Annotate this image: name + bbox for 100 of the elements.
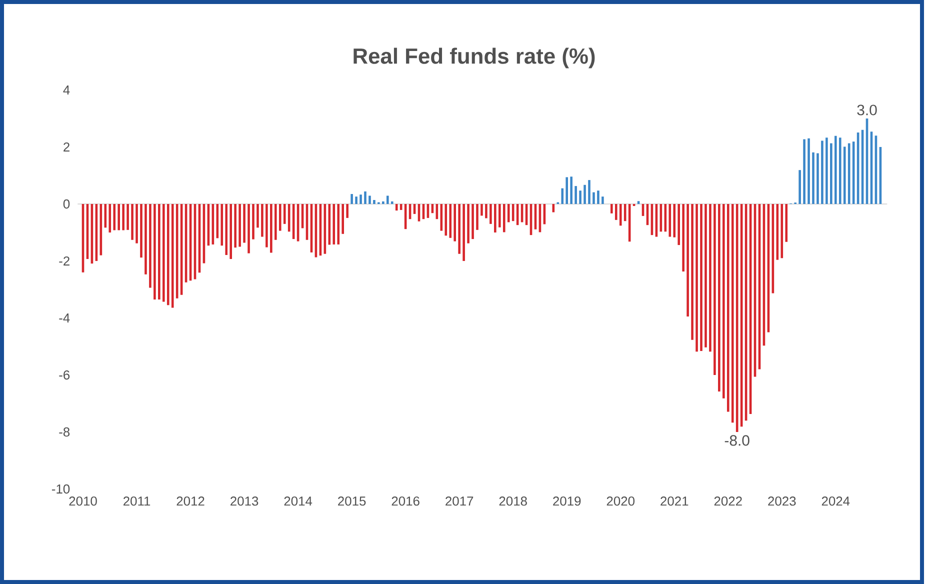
bar xyxy=(834,136,837,204)
bar xyxy=(166,204,170,306)
bar xyxy=(230,204,232,259)
bar xyxy=(140,204,142,258)
bar xyxy=(256,204,259,228)
bar xyxy=(386,196,389,204)
bar xyxy=(485,204,488,218)
bar xyxy=(566,177,568,204)
bar xyxy=(390,201,394,204)
y-tick-label: 0 xyxy=(63,199,70,209)
bar xyxy=(462,204,465,261)
bar xyxy=(602,196,604,204)
x-tick-label: 2020 xyxy=(606,496,635,506)
bar xyxy=(704,204,707,348)
bar xyxy=(816,153,819,204)
bar xyxy=(826,138,828,204)
bar xyxy=(131,204,134,240)
bar xyxy=(252,204,254,240)
bar xyxy=(610,204,613,214)
bar xyxy=(248,204,250,254)
bar xyxy=(668,204,672,237)
bar xyxy=(360,194,362,204)
bar xyxy=(454,204,456,242)
bar xyxy=(382,201,384,204)
bar xyxy=(108,204,112,232)
bar xyxy=(678,204,680,246)
x-tick-label: 2014 xyxy=(284,496,312,506)
bar xyxy=(337,204,340,244)
bar xyxy=(592,192,595,204)
bar xyxy=(158,204,160,300)
bar xyxy=(274,204,277,240)
bar xyxy=(346,204,348,218)
bar xyxy=(696,204,698,352)
x-tick-label: 2019 xyxy=(553,496,581,506)
bar xyxy=(812,152,814,204)
bar xyxy=(162,204,165,302)
bar xyxy=(122,204,124,230)
x-tick-label: 2011 xyxy=(123,496,150,506)
x-tick-label: 2024 xyxy=(822,496,850,506)
y-tick-label: -6 xyxy=(59,370,70,380)
bar xyxy=(472,204,474,240)
bar xyxy=(502,204,506,232)
bar xyxy=(780,204,784,258)
x-tick-label: 2018 xyxy=(499,496,527,506)
x-tick-label: 2017 xyxy=(446,496,474,506)
y-tick-label: -8 xyxy=(59,427,70,437)
x-tick-label: 2015 xyxy=(338,496,366,506)
bar xyxy=(709,204,712,352)
bar xyxy=(480,204,483,216)
bar xyxy=(614,204,618,220)
bar xyxy=(498,204,501,228)
bar xyxy=(149,204,152,288)
bar xyxy=(726,204,730,412)
y-tick-label: 2 xyxy=(64,142,70,152)
bar xyxy=(144,204,147,274)
bar xyxy=(458,204,460,254)
bar xyxy=(261,204,264,237)
x-tick-label: 2010 xyxy=(69,496,97,506)
bar xyxy=(588,180,590,204)
chart-title: Real Fed funds rate (%) xyxy=(354,48,595,68)
bar xyxy=(714,204,716,375)
bar xyxy=(718,204,720,392)
bar xyxy=(368,196,371,204)
bar xyxy=(731,204,734,423)
bar xyxy=(584,184,586,204)
bar xyxy=(234,204,236,248)
bar xyxy=(467,204,470,244)
bar xyxy=(373,200,376,204)
bar xyxy=(154,204,156,300)
x-tick-label: 2021 xyxy=(660,496,688,506)
bar xyxy=(803,139,806,204)
bar xyxy=(691,204,694,340)
bar xyxy=(278,204,282,231)
bar xyxy=(637,201,640,204)
y-tick-label: -10 xyxy=(52,484,70,494)
bar xyxy=(136,204,138,244)
bar xyxy=(444,204,448,236)
bar xyxy=(561,188,564,204)
bar xyxy=(350,194,353,204)
bar xyxy=(220,204,224,246)
bar xyxy=(126,204,129,230)
bar xyxy=(682,204,684,272)
bar xyxy=(722,204,725,398)
bar xyxy=(395,204,398,211)
bar xyxy=(490,204,492,224)
bar xyxy=(785,204,788,242)
x-tick-label: 2016 xyxy=(392,496,420,506)
y-tick-label: -4 xyxy=(59,314,70,322)
bar xyxy=(449,204,452,238)
bar xyxy=(700,204,702,352)
y-tick-label: -2 xyxy=(59,256,70,266)
bar xyxy=(597,190,600,204)
y-tick-label: 4 xyxy=(63,86,70,94)
bar xyxy=(113,204,116,230)
bar xyxy=(238,204,241,247)
bar xyxy=(574,186,577,204)
bar xyxy=(476,204,478,230)
bar xyxy=(342,204,344,234)
bar xyxy=(225,204,228,255)
bar xyxy=(355,196,358,204)
